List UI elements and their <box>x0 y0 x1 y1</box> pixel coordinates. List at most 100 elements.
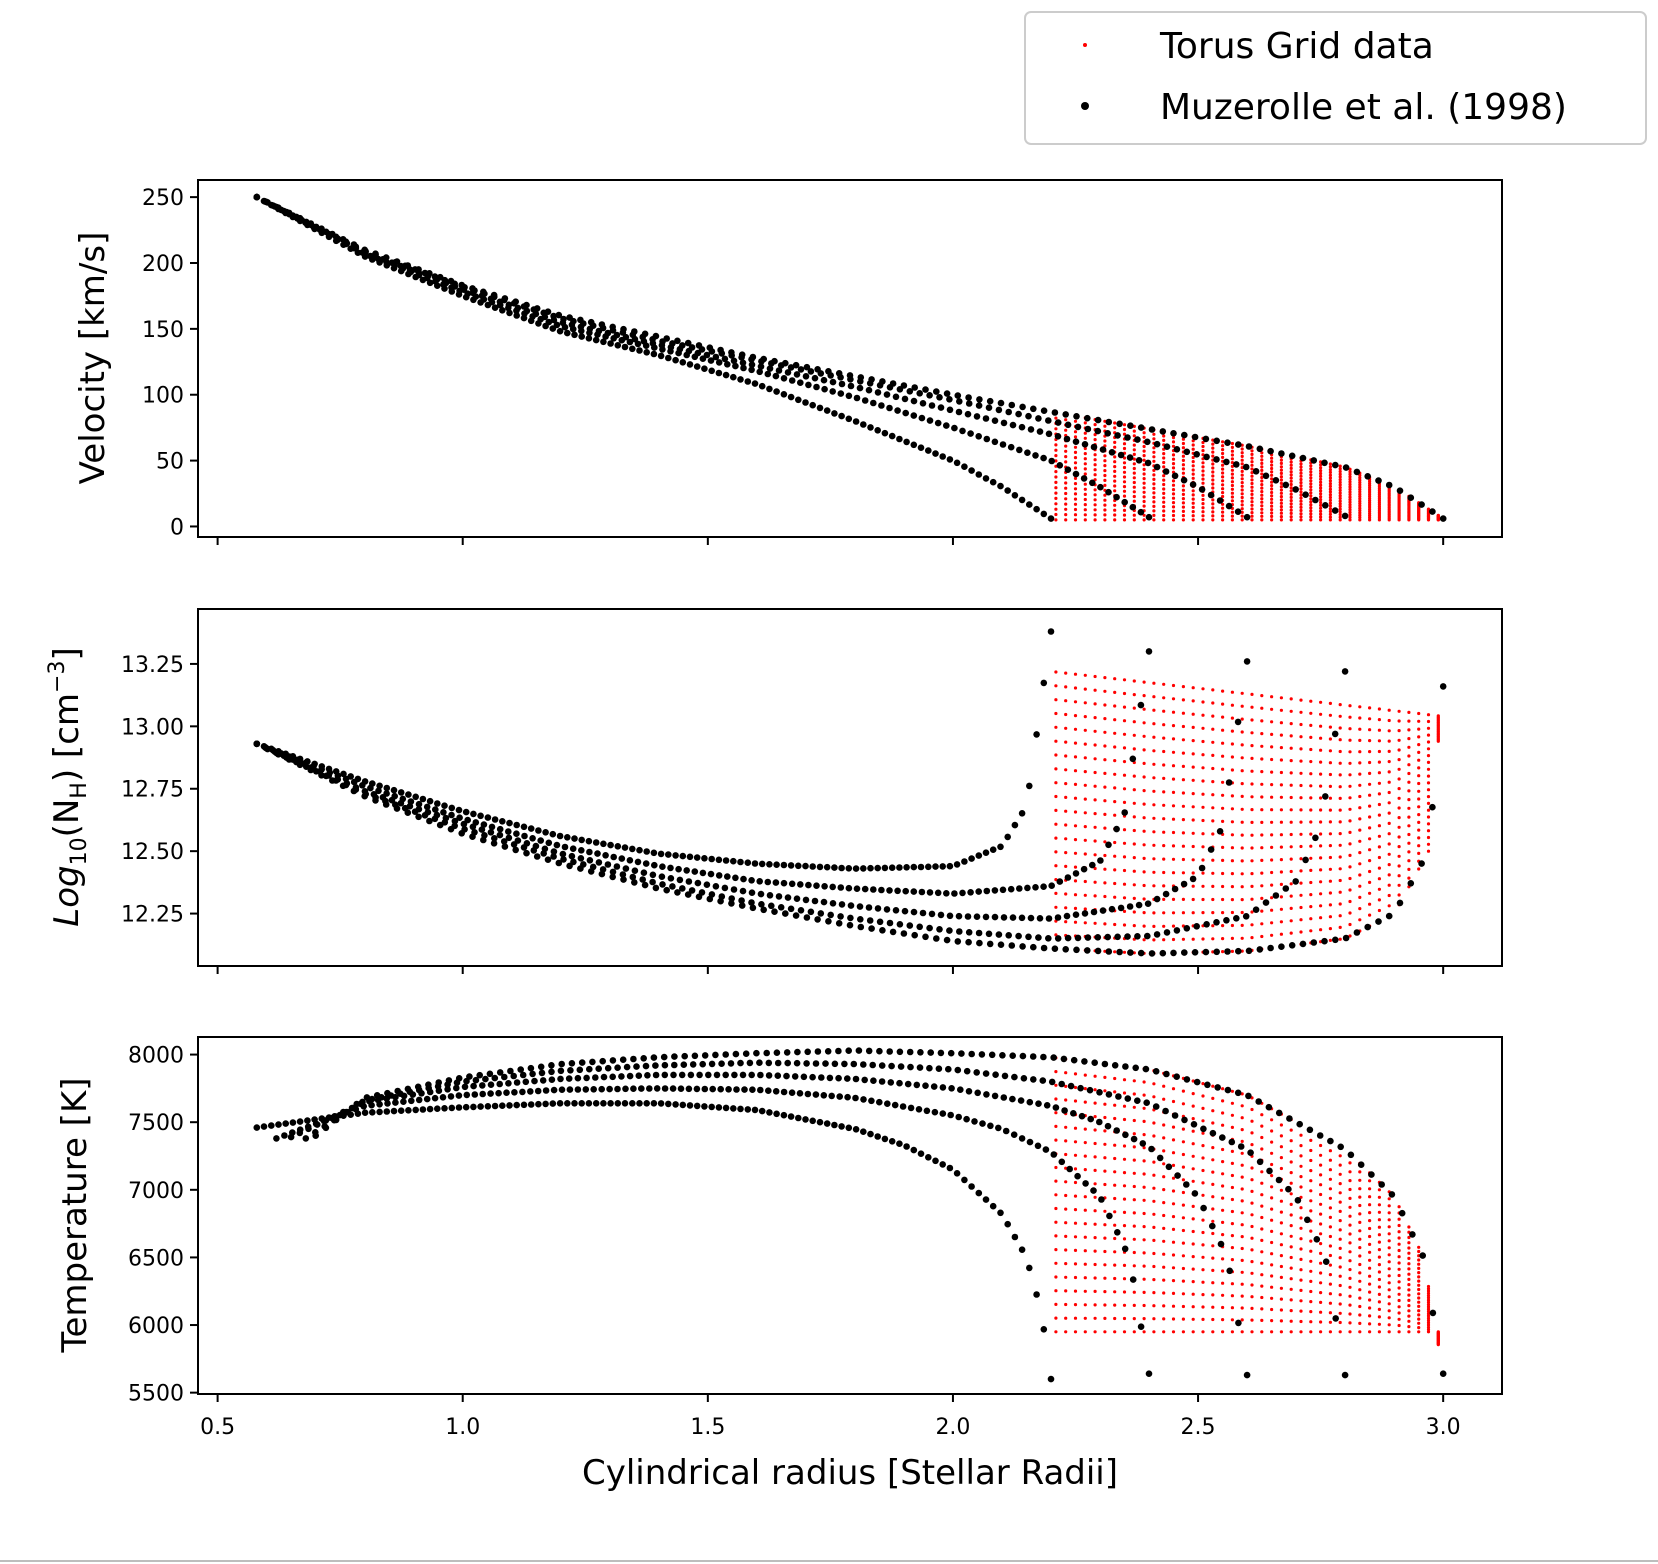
temperature-muzerolle-point <box>765 1087 772 1094</box>
density-muzerolle-point <box>922 933 929 941</box>
temperature-torus-point <box>1054 1261 1058 1265</box>
velocity-torus-point <box>1240 510 1244 514</box>
temperature-torus-point <box>1289 1245 1293 1249</box>
density-torus-point <box>1417 719 1421 723</box>
velocity-torus-point <box>1338 491 1342 495</box>
velocity-muzerolle-point <box>1310 457 1318 464</box>
temperature-torus-point <box>1426 1296 1431 1300</box>
velocity-torus-point <box>1319 474 1323 478</box>
temperature-muzerolle-point <box>556 1100 564 1107</box>
temperature-muzerolle-point <box>1171 1112 1179 1119</box>
velocity-torus-point <box>1240 503 1244 507</box>
temperature-muzerolle-points <box>253 1047 1447 1383</box>
temperature-torus-point <box>1397 1261 1401 1265</box>
temperature-torus-point <box>1309 1189 1313 1193</box>
density-muzerolle-point <box>775 893 783 900</box>
density-muzerolle-point <box>604 861 612 868</box>
density-muzerolle-point <box>484 814 492 821</box>
velocity-muzerolle-point <box>1213 437 1220 445</box>
temperature-torus-point <box>1338 1191 1342 1195</box>
velocity-torus-point <box>1319 477 1323 481</box>
density-torus-point <box>1319 772 1323 776</box>
temperature-torus-point <box>1299 1330 1303 1334</box>
density-torus-point <box>1319 832 1323 836</box>
density-muzerolle-point <box>629 845 636 853</box>
density-torus-point <box>1279 870 1283 874</box>
temperature-torus-point <box>1064 1207 1068 1211</box>
density-muzerolle-point <box>423 803 431 811</box>
temperature-torus-point <box>1054 1070 1058 1074</box>
temperature-muzerolle-point <box>757 1086 764 1094</box>
density-torus-point <box>1260 757 1264 761</box>
velocity-torus-point <box>1328 482 1332 486</box>
density-torus-point <box>1122 896 1127 900</box>
temperature-torus-point <box>1299 1133 1303 1137</box>
density-muzerolle-point <box>480 821 488 828</box>
density-torus-point <box>1338 937 1342 941</box>
temperature-muzerolle-point <box>623 1063 631 1071</box>
density-torus-point <box>1152 708 1156 712</box>
density-muzerolle-point <box>618 855 626 862</box>
temperature-muzerolle-point <box>1104 1122 1112 1130</box>
temperature-torus-point <box>1377 1285 1381 1289</box>
temperature-torus-point <box>1368 1242 1372 1246</box>
temperature-muzerolle-point <box>814 1048 822 1055</box>
velocity-muzerolle-point <box>965 400 973 407</box>
temperature-torus-point <box>1240 1246 1244 1251</box>
density-torus-point <box>1426 733 1431 737</box>
density-muzerolle-point <box>965 938 972 946</box>
density-torus-point <box>1358 761 1362 765</box>
density-torus-point <box>1103 922 1107 926</box>
temperature-torus-point <box>1093 1074 1097 1078</box>
density-torus-point <box>1407 832 1411 837</box>
density-torus-point <box>1132 883 1136 887</box>
temperature-torus-point <box>1309 1310 1313 1314</box>
density-muzerolle-point <box>1429 803 1436 811</box>
velocity-muzerolle-point <box>795 396 802 404</box>
density-torus-point <box>1201 937 1205 941</box>
velocity-torus-point <box>1132 499 1136 503</box>
density-muzerolle-point <box>594 850 601 857</box>
velocity-torus-point <box>1181 454 1185 458</box>
temperature-torus-point <box>1279 1210 1283 1214</box>
temperature-muzerolle-point <box>535 1100 542 1108</box>
temperature-muzerolle-point <box>539 1077 547 1084</box>
temperature-torus-point <box>1387 1330 1391 1334</box>
velocity-torus-point <box>1348 475 1352 479</box>
density-torus-point <box>1289 832 1293 837</box>
velocity-torus-point <box>1201 510 1205 514</box>
velocity-torus-point <box>1152 486 1156 490</box>
density-torus-point <box>1113 813 1117 817</box>
temperature-muzerolle-point <box>376 1108 383 1116</box>
velocity-torus-point <box>1142 472 1146 476</box>
density-torus-point <box>1083 907 1087 911</box>
velocity-torus-point <box>1358 515 1362 520</box>
velocity-torus-point <box>1299 481 1303 485</box>
temperature-muzerolle-point <box>1173 1073 1180 1080</box>
temperature-muzerolle-point <box>820 1092 828 1099</box>
density-muzerolle-point <box>953 861 961 868</box>
density-torus-point <box>1426 713 1431 717</box>
density-torus-point <box>1181 871 1185 875</box>
temperature-torus-point <box>1348 1321 1352 1325</box>
density-torus-point <box>1328 808 1332 812</box>
density-muzerolle-point <box>780 861 788 869</box>
temperature-torus-point <box>1230 1246 1234 1250</box>
temperature-muzerolle-point <box>426 1105 434 1113</box>
temperature-torus-point <box>1260 1238 1264 1242</box>
density-torus-point <box>1260 871 1264 875</box>
legend-marker-muzerolle <box>1081 102 1089 110</box>
density-torus-point <box>1103 853 1107 858</box>
density-torus-point <box>1377 824 1381 828</box>
velocity-muzerolle-point <box>571 331 578 339</box>
temperature-torus-point <box>1191 1242 1195 1246</box>
density-torus-point <box>1348 922 1352 927</box>
temperature-torus-point <box>1377 1315 1381 1319</box>
density-muzerolle-point <box>688 887 696 894</box>
temperature-torus-point <box>1270 1207 1274 1211</box>
density-muzerolle-point <box>675 865 682 873</box>
temperature-muzerolle-point <box>529 1070 536 1078</box>
velocity-muzerolle-point <box>976 396 983 403</box>
velocity-muzerolle-point <box>480 288 487 296</box>
velocity-torus-point <box>1328 473 1332 477</box>
